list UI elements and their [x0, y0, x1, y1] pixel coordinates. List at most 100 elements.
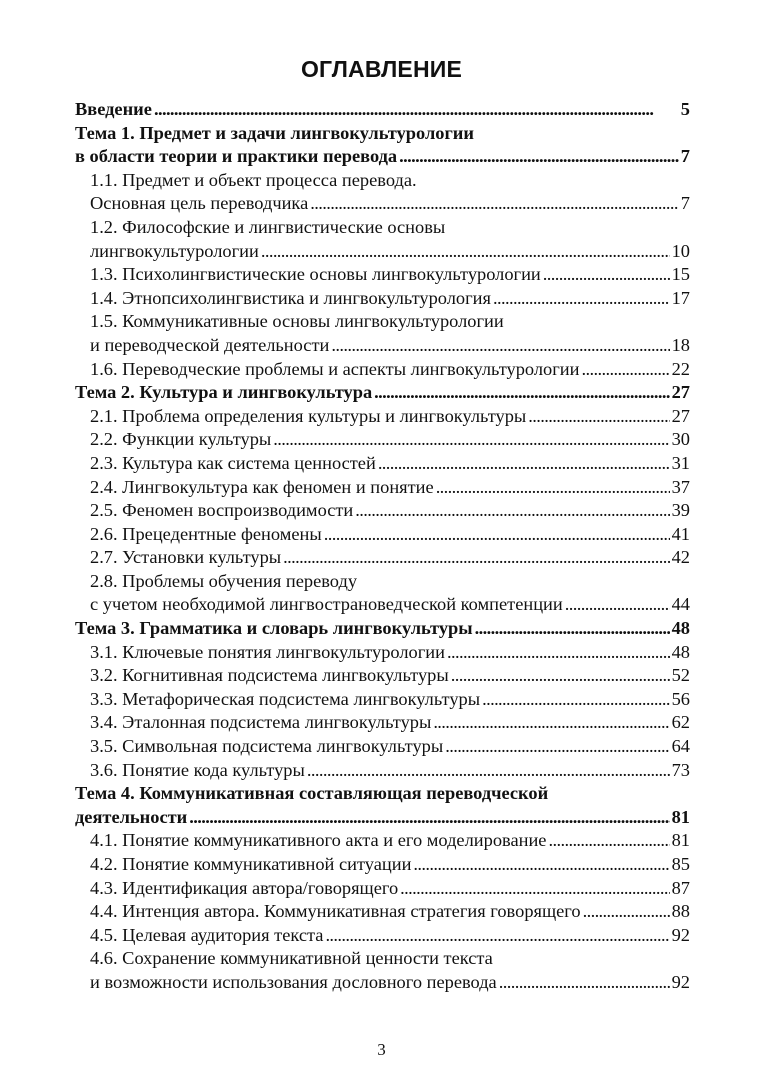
dot-leader	[399, 145, 679, 169]
dot-leader	[400, 877, 669, 901]
toc-page-number: 39	[671, 500, 690, 521]
toc-line: 3.5. Символьная подсистема лингвокультур…	[90, 735, 690, 759]
toc-line: лингвокультурологии 10	[90, 240, 690, 264]
toc-line: 2.7. Установки культуры 42	[90, 546, 690, 570]
dot-leader	[451, 664, 670, 688]
toc-line: и возможности использования дословного п…	[90, 971, 690, 995]
toc-entry-title: 4.6. Сохранение коммуникативной ценности…	[90, 948, 493, 969]
toc-page-number: 37	[671, 476, 690, 497]
dot-leader	[325, 924, 669, 948]
dot-leader	[324, 523, 670, 547]
dot-leader	[445, 735, 669, 759]
toc-entry-title: 3.1. Ключевые понятия лингвокультурологи…	[90, 641, 445, 662]
toc-chapter: Тема 3. Грамматика и словарь лингвокульт…	[75, 617, 690, 641]
toc-line: 3.4. Эталонная подсистема лингвокультуры…	[90, 711, 690, 735]
toc-page-number: 52	[671, 665, 690, 686]
toc-section: 2.6. Прецедентные феномены 41	[75, 523, 690, 547]
toc-line: 4.1. Понятие коммуникативного акта и его…	[90, 829, 690, 853]
toc-page-number: 7	[680, 146, 690, 167]
toc-section: 4.1. Понятие коммуникативного акта и его…	[75, 829, 690, 853]
toc-entry-title: 1.4. Этнопсихолингвистика и лингвокульту…	[90, 287, 491, 308]
toc-line: 1.2. Философские и лингвистические основ…	[90, 216, 690, 240]
toc-line: 2.8. Проблемы обучения переводу	[90, 570, 690, 594]
toc-line: 2.4. Лингвокультура как феномен и поняти…	[90, 476, 690, 500]
toc-entry-title: и возможности использования дословного п…	[90, 971, 497, 992]
page-title: ОГЛАВЛЕНИЕ	[300, 56, 463, 82]
toc-entry-title: 3.6. Понятие кода культуры	[90, 759, 305, 780]
toc-entry-title: с учетом необходимой лингвострановедческ…	[90, 594, 563, 615]
dot-leader	[581, 358, 669, 382]
toc-page-number: 27	[671, 382, 690, 403]
toc-page-number: 88	[671, 901, 690, 922]
toc-section: 4.2. Понятие коммуникативной ситуации 85	[75, 853, 690, 877]
toc-line: и переводческой деятельности 18	[90, 334, 690, 358]
dot-leader	[493, 287, 670, 311]
toc-page-number: 73	[671, 759, 690, 780]
toc-line: 3.6. Понятие кода культуры 73	[90, 759, 690, 783]
toc-page-number: 85	[671, 854, 690, 874]
toc-section: 4.3. Идентификация автора/говорящего 87	[75, 877, 690, 901]
toc-entry-title: 3.3. Метафорическая подсистема лингвокул…	[90, 688, 481, 709]
dot-leader	[548, 829, 669, 853]
toc-page-number: 5	[680, 99, 690, 119]
toc-line: Тема 4. Коммуникативная составляющая пер…	[75, 782, 690, 806]
toc-section: 4.6. Сохранение коммуникативной ценности…	[75, 947, 690, 994]
dot-leader	[583, 900, 670, 924]
toc-page-number: 48	[671, 641, 690, 662]
toc-entry-title: 2.4. Лингвокультура как феномен и поняти…	[90, 476, 434, 497]
toc-line: 4.6. Сохранение коммуникативной ценности…	[90, 947, 690, 971]
dot-leader	[154, 98, 679, 122]
dot-leader	[543, 263, 670, 287]
dot-leader	[273, 428, 669, 452]
toc-section: 2.1. Проблема определения культуры и лин…	[75, 405, 690, 429]
toc-line: 2.3. Культура как система ценностей 31	[90, 452, 690, 476]
toc-section: 2.3. Культура как система ценностей 31	[75, 452, 690, 476]
toc-line: 1.3. Психолингвистические основы лингвок…	[90, 263, 690, 287]
toc-section: 2.7. Установки культуры 42	[75, 546, 690, 570]
toc-line: 4.4. Интенция автора. Коммуникативная ст…	[90, 900, 690, 924]
toc-entry-title: 3.5. Символьная подсистема лингвокультур…	[90, 736, 444, 757]
toc-entry-title: 2.3. Культура как система ценностей	[90, 452, 376, 473]
toc-page-number: 41	[671, 523, 690, 544]
toc-chapter: Тема 1. Предмет и задачи лингвокультурол…	[75, 122, 690, 169]
toc-line: Основная цель переводчика 7	[90, 192, 690, 216]
toc-page-number: 42	[671, 547, 690, 568]
toc-section: 2.8. Проблемы обучения переводу с учетом …	[75, 570, 690, 617]
toc-section: 3.4. Эталонная подсистема лингвокультуры…	[75, 711, 690, 735]
toc-page-number: 81	[671, 830, 690, 851]
toc-entry-title: 4.1. Понятие коммуникативного акта и его…	[90, 830, 547, 851]
toc-entry-title: 1.5. Коммуникативные основы лингвокульту…	[90, 311, 504, 332]
dot-leader	[413, 853, 669, 877]
dot-leader	[499, 971, 670, 995]
toc-line: 1.4. Этнопсихолингвистика и лингвокульту…	[90, 287, 690, 311]
toc-section: 2.4. Лингвокультура как феномен и поняти…	[75, 476, 690, 500]
toc-entry-title: 1.6. Переводческие проблемы и аспекты ли…	[90, 358, 580, 379]
toc-page-number: 10	[671, 240, 690, 261]
toc-line: Тема 2. Культура и лингвокультура 27	[75, 381, 690, 405]
toc-line: деятельности 81	[75, 806, 690, 830]
toc-section: 2.2. Функции культуры 30	[75, 428, 690, 452]
toc-entry-title: 2.5. Феномен воспроизводимости	[90, 500, 354, 521]
toc-page-number: 15	[671, 264, 690, 285]
dot-leader	[433, 711, 669, 735]
toc-line: 4.2. Понятие коммуникативной ситуации 85	[90, 853, 690, 877]
toc-section: 3.5. Символьная подсистема лингвокультур…	[75, 735, 690, 759]
toc-page-number: 27	[671, 405, 690, 426]
dot-leader	[283, 546, 669, 570]
toc-section: 1.2. Философские и лингвистические основ…	[75, 216, 690, 263]
toc-section: 1.1. Предмет и объект процесса перевода.…	[75, 169, 690, 216]
toc-entry-title: Тема 2. Культура и лингвокультура	[75, 382, 373, 403]
dot-leader	[378, 452, 670, 476]
toc-entry-title: в области теории и практики перевода	[75, 146, 398, 167]
toc-line: 4.5. Целевая аудитория текста 92	[90, 924, 690, 948]
toc-entry-title: 1.3. Психолингвистические основы лингвок…	[90, 264, 541, 285]
toc-section: 4.4. Интенция автора. Коммуникативная ст…	[75, 900, 690, 924]
toc-entry-title: 4.4. Интенция автора. Коммуникативная ст…	[90, 901, 581, 922]
toc-page-number: 31	[671, 452, 690, 473]
toc-section: 3.6. Понятие кода культуры 73	[75, 759, 690, 783]
toc-line: 1.5. Коммуникативные основы лингвокульту…	[90, 310, 690, 334]
toc-section: 2.5. Феномен воспроизводимости 39	[75, 499, 690, 523]
toc-page-number: 87	[671, 877, 690, 898]
toc-chapter: Тема 4. Коммуникативная составляющая пер…	[75, 782, 690, 829]
toc-entry-title: Введение	[75, 99, 152, 119]
